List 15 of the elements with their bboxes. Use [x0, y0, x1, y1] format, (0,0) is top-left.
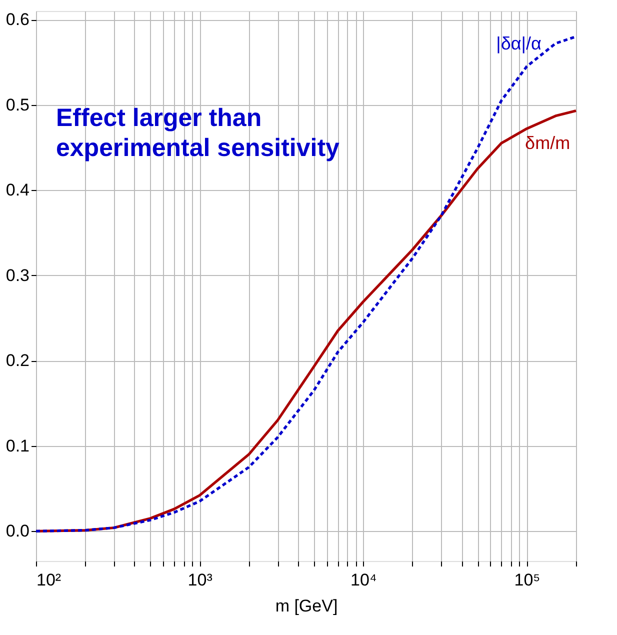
y-tick-label: 0.4 [6, 180, 30, 200]
y-tick-label: 0.6 [6, 10, 30, 30]
y-tick-label: 0.1 [6, 436, 30, 456]
annotation: Effect larger than experimental sensitivity [56, 104, 340, 162]
y-tick-label: 0.0 [6, 522, 30, 541]
y-tick-label: 0.5 [6, 95, 30, 114]
x-tick-label: 10⁴ [350, 570, 377, 590]
x-tick-label: 10² [36, 570, 62, 590]
x-axis-title: m [GeV] [275, 596, 338, 616]
series-label: δm/m [525, 132, 570, 153]
x-tick-label: 10⁵ [514, 570, 540, 590]
y-tick-label: 0.3 [6, 266, 30, 285]
series-label: |δα|/α [496, 33, 542, 54]
x-tick-label: 10³ [188, 570, 213, 590]
y-tick-label: 0.2 [6, 351, 30, 370]
